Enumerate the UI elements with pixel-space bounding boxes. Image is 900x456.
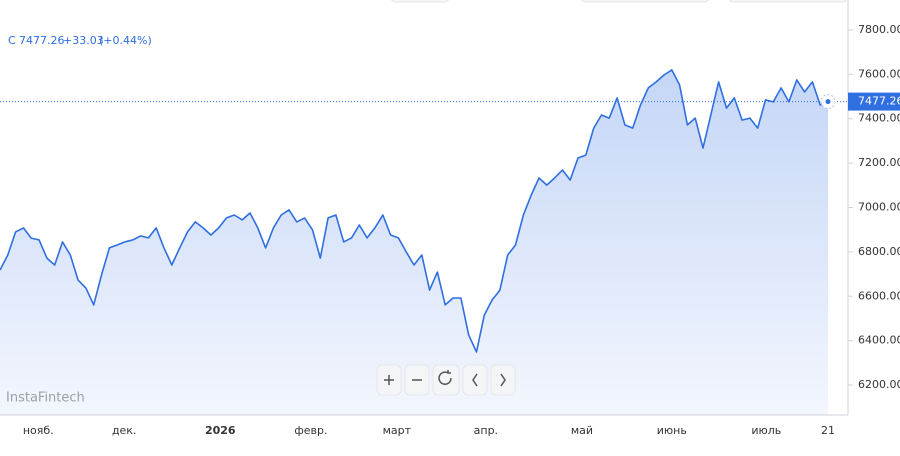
zoom-controls <box>376 364 516 396</box>
last-price-label: 7477.26 <box>858 95 900 108</box>
price-line <box>0 69 829 353</box>
y-tick-label: 7800.00 <box>858 23 900 36</box>
x-tick-label: 2026 <box>205 424 236 437</box>
y-tick-label: 6600.00 <box>858 289 900 302</box>
header-change-pct: (+0.44%) <box>99 34 152 47</box>
left-icon <box>472 373 478 387</box>
top-button[interactable] <box>728 0 848 3</box>
scroll-right-button[interactable] <box>490 364 516 396</box>
y-tick-label: 6400.00 <box>858 334 900 347</box>
right-icon <box>500 373 506 387</box>
header-price: 7477.26 <box>19 34 65 47</box>
y-tick-label: 7600.00 <box>858 67 900 80</box>
header-symbol: C <box>8 34 16 47</box>
x-tick-label: дек. <box>112 424 137 437</box>
y-tick-label: 7000.00 <box>858 201 900 214</box>
watermark: InstaFintech <box>6 391 85 406</box>
y-tick-label: 6200.00 <box>858 378 900 391</box>
y-tick-label: 6800.00 <box>858 245 900 258</box>
x-tick-label: июнь <box>657 424 687 437</box>
y-tick-label: 7200.00 <box>858 156 900 169</box>
reset-icon <box>438 370 452 385</box>
x-tick-label: 21 <box>821 424 835 437</box>
x-tick-label: март <box>383 424 412 437</box>
x-tick-label: нояб. <box>23 424 54 437</box>
area <box>0 69 828 416</box>
last-price-badge <box>848 92 900 111</box>
x-tick-label: июль <box>751 424 781 437</box>
scroll-left-button[interactable] <box>462 364 488 396</box>
y-tick-label: 7400.00 <box>858 112 900 125</box>
reset-button[interactable] <box>432 364 460 396</box>
x-tick-label: май <box>571 424 593 437</box>
x-tick-label: апр. <box>474 424 498 437</box>
x-tick-label: февр. <box>294 424 327 437</box>
top-button[interactable] <box>390 0 450 3</box>
header-change: +33.03 <box>63 34 104 47</box>
last-point <box>825 99 831 105</box>
plus-icon <box>384 375 394 385</box>
top-button[interactable] <box>580 0 710 3</box>
